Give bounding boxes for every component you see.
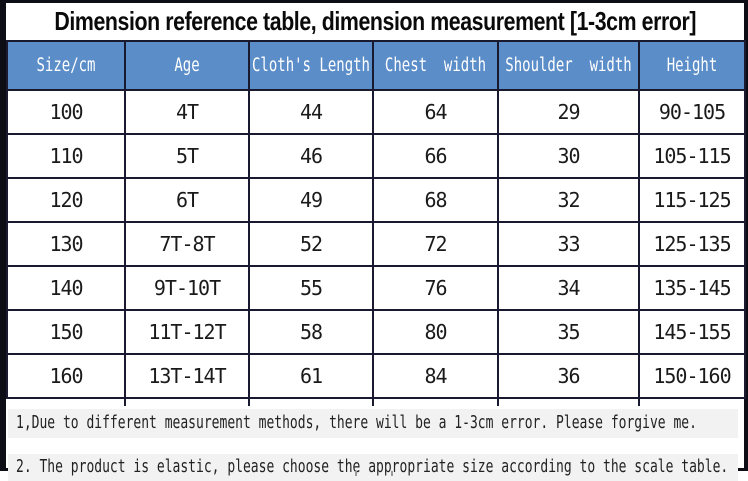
table-cell: 150-160 — [638, 353, 746, 399]
table-border-stub — [497, 399, 499, 406]
table-cell: 46 — [248, 133, 374, 179]
table-cell: 145-155 — [638, 309, 746, 355]
column-header-cloth-length: Cloth's Length — [248, 40, 374, 91]
title-row: Dimension reference table, dimension mea… — [6, 3, 744, 40]
table-cell: 115-125 — [638, 177, 746, 223]
table-row: 130 7T-8T 52 72 33 125-135 — [6, 221, 746, 267]
table-cell: 55 — [248, 265, 374, 311]
table-cell: 68 — [372, 177, 499, 223]
table-border-stub — [638, 399, 640, 406]
table-cell: 80 — [372, 309, 499, 355]
table-border-stub — [372, 399, 374, 406]
table-cell: 120 — [6, 177, 126, 223]
table-cell: 125-135 — [638, 221, 746, 267]
bottom-border-stub — [355, 471, 357, 476]
column-header-height: Height — [638, 40, 746, 91]
table-border-stub — [248, 399, 250, 406]
table-row: 100 4T 44 64 29 90-105 — [6, 89, 746, 135]
table-cell: 135-145 — [638, 265, 746, 311]
table-cell: 58 — [248, 309, 374, 355]
table-cell: 33 — [497, 221, 640, 267]
table-cell: 66 — [372, 133, 499, 179]
table-cell: 6T — [124, 177, 250, 223]
table-cell: 110 — [6, 133, 126, 179]
table-cell: 160 — [6, 353, 126, 399]
table-cell: 140 — [6, 265, 126, 311]
table-cell: 61 — [248, 353, 374, 399]
table-cell: 90-105 — [638, 89, 746, 135]
table-row: 140 9T-10T 55 76 34 135-145 — [6, 265, 746, 311]
column-header-chest-width: Chest width — [372, 40, 499, 91]
table-row: 110 5T 46 66 30 105-115 — [6, 133, 746, 179]
bottom-border-stub — [391, 471, 393, 476]
table-cell: 29 — [497, 89, 640, 135]
table-row: 120 6T 49 68 32 115-125 — [6, 177, 746, 223]
table-cell: 34 — [497, 265, 640, 311]
table-cell: 36 — [497, 353, 640, 399]
table-cell: 52 — [248, 221, 374, 267]
table-cell: 44 — [248, 89, 374, 135]
table-row: 150 11T-12T 58 80 35 145-155 — [6, 309, 746, 355]
table-cell: 49 — [248, 177, 374, 223]
table-cell: 11T-12T — [124, 309, 250, 355]
table-cell: 100 — [6, 89, 126, 135]
table-cell: 84 — [372, 353, 499, 399]
note-text-1: 1,Due to different measurement methods, … — [16, 413, 697, 434]
size-table: Size/cm Age Cloth's Length Chest width S… — [6, 40, 746, 399]
table-cell: 72 — [372, 221, 499, 267]
note-band-1: 1,Due to different measurement methods, … — [8, 409, 738, 438]
column-header-shoulder-width: Shoulder width — [497, 40, 640, 91]
page-title: Dimension reference table, dimension mea… — [54, 6, 696, 36]
table-cell: 30 — [497, 133, 640, 179]
column-header-size: Size/cm — [6, 40, 126, 91]
table-cell: 76 — [372, 265, 499, 311]
table-cell: 35 — [497, 309, 640, 355]
table-cell: 5T — [124, 133, 250, 179]
note-band-2: 2. The product is elastic, please choose… — [8, 454, 738, 481]
column-header-age: Age — [124, 40, 250, 91]
table-cell: 9T-10T — [124, 265, 250, 311]
table-cell: 150 — [6, 309, 126, 355]
table-cell: 64 — [372, 89, 499, 135]
table-cell: 7T-8T — [124, 221, 250, 267]
table-cell: 105-115 — [638, 133, 746, 179]
header-row: Size/cm Age Cloth's Length Chest width S… — [6, 40, 746, 91]
table-row: 160 13T-14T 61 84 36 150-160 — [6, 353, 746, 399]
table-border-stubs — [6, 399, 744, 409]
table-border-stub — [124, 399, 126, 406]
table-cell: 32 — [497, 177, 640, 223]
table-cell: 13T-14T — [124, 353, 250, 399]
table-cell: 4T — [124, 89, 250, 135]
note-text-2: 2. The product is elastic, please choose… — [16, 457, 729, 478]
table-cell: 130 — [6, 221, 126, 267]
